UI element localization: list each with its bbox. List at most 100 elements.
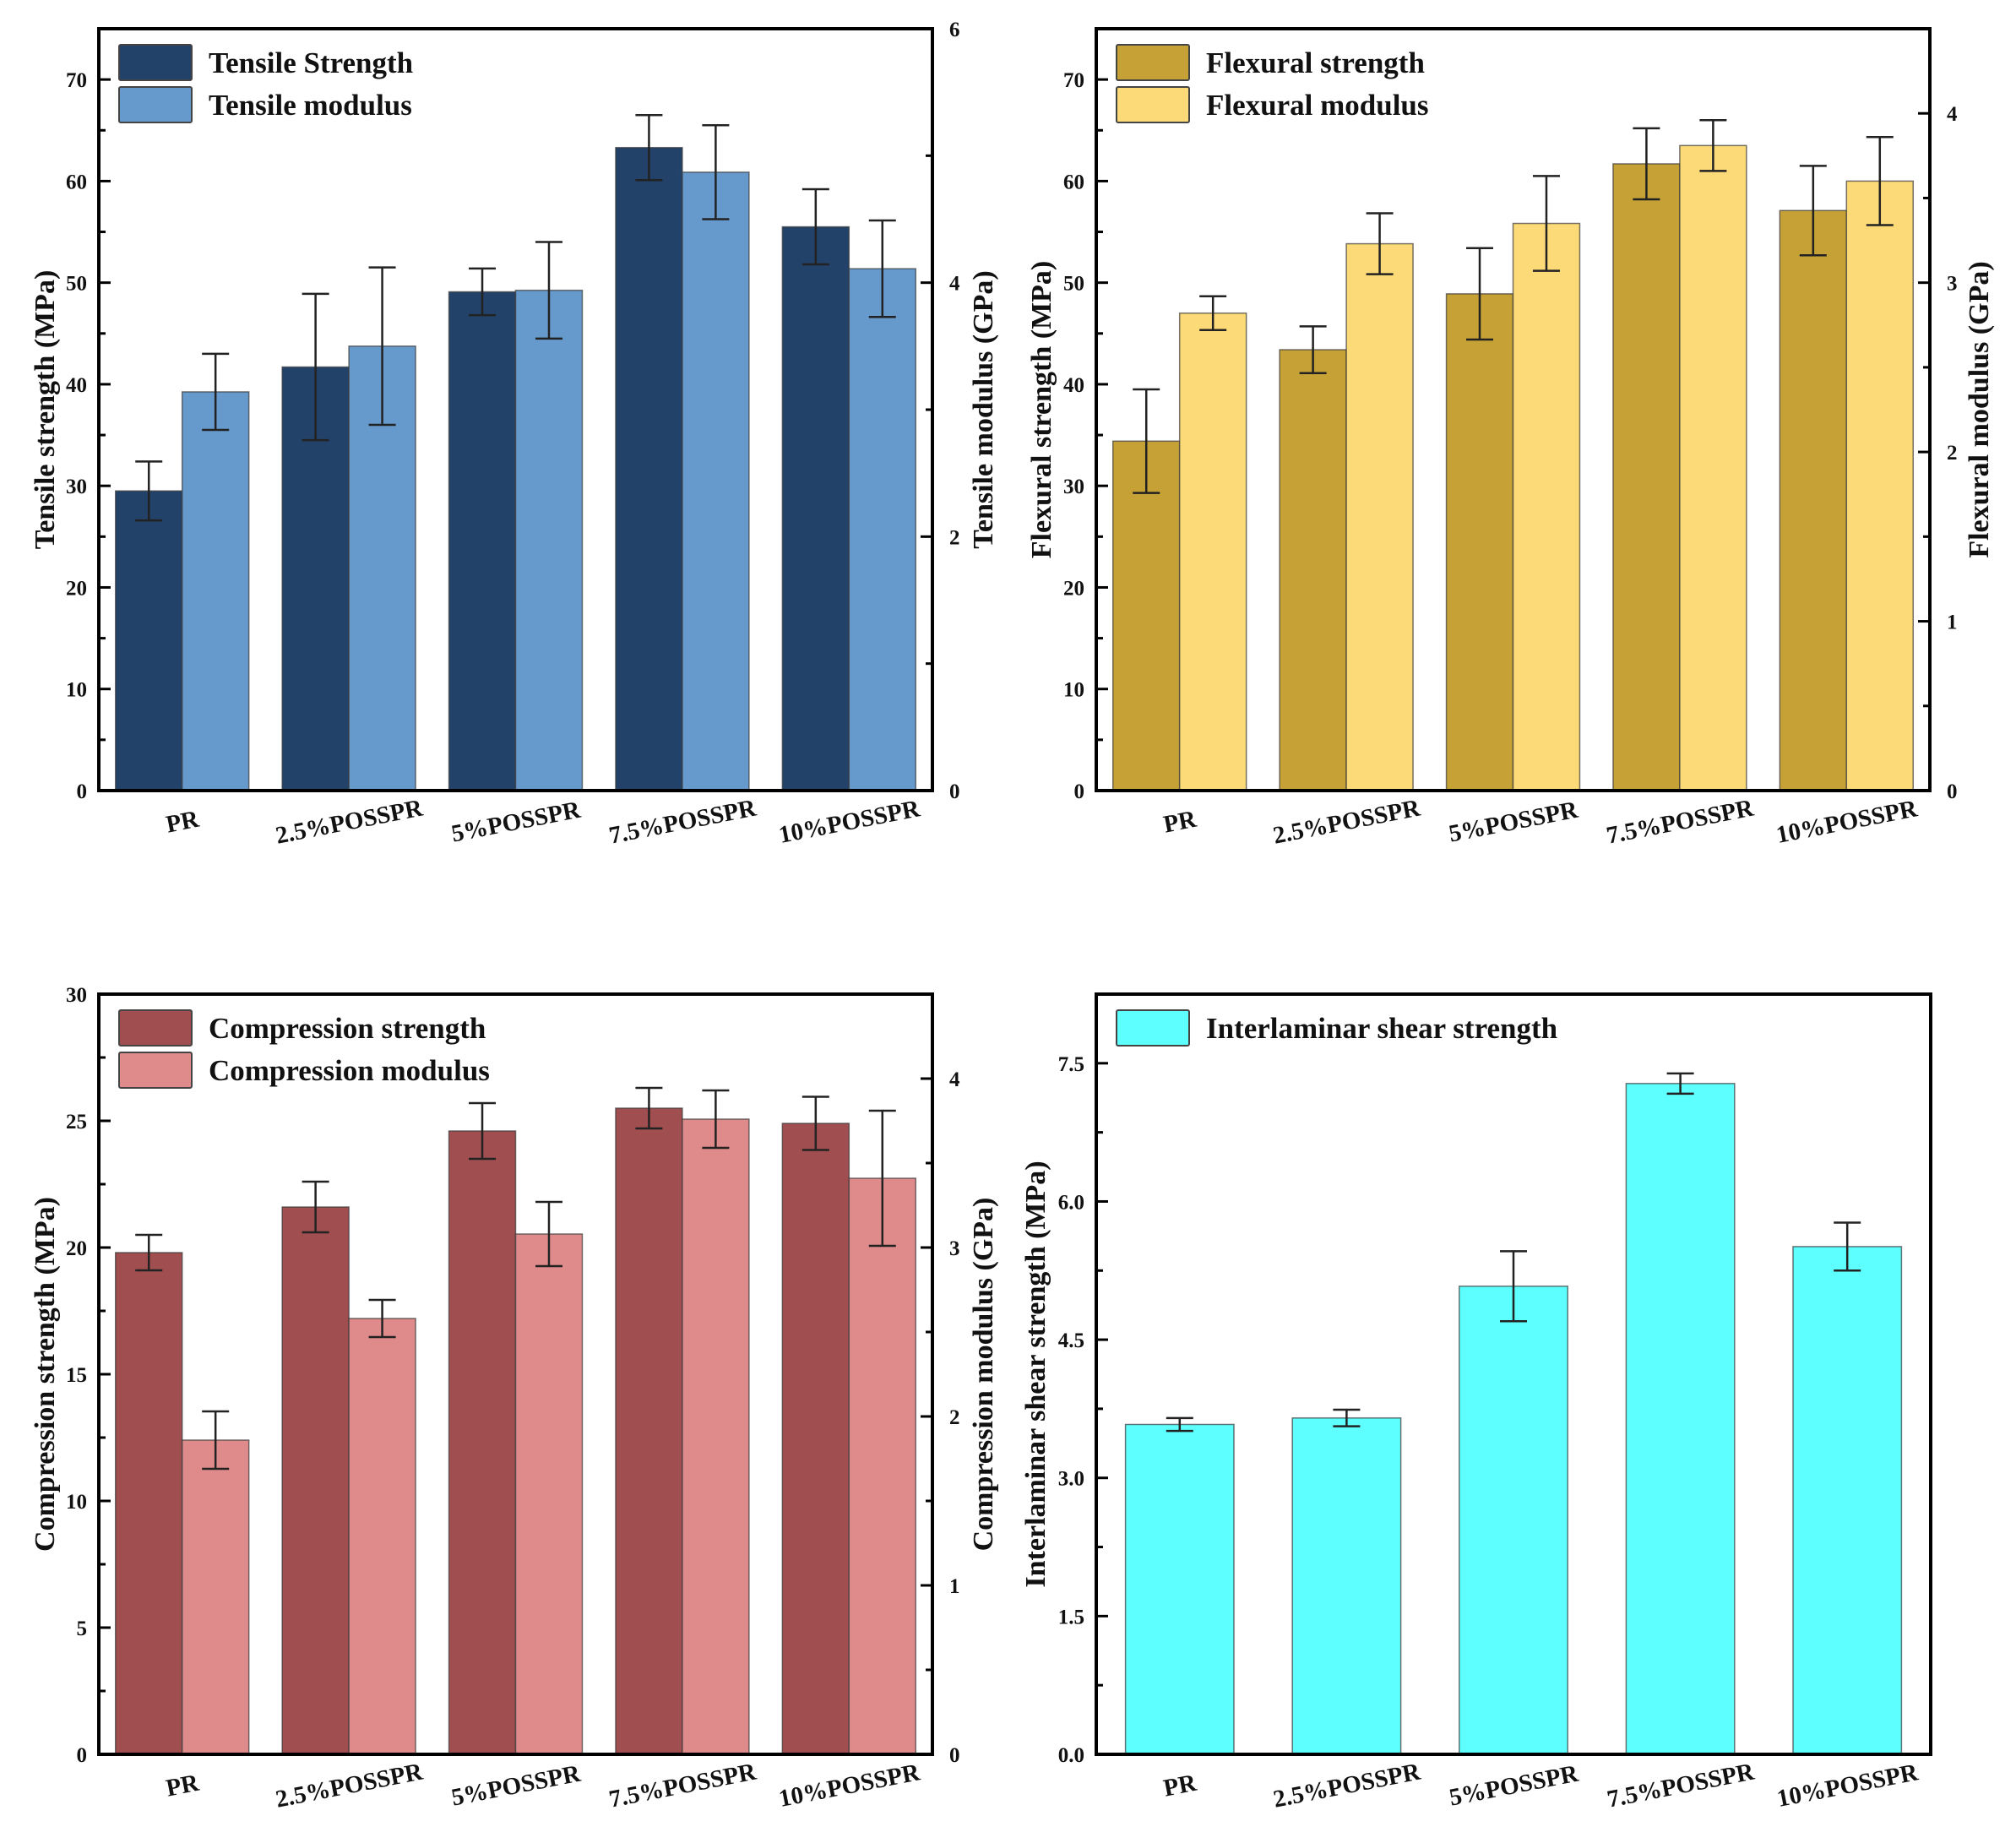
y-tick-label: 10 [66, 1491, 87, 1514]
bar [1512, 222, 1581, 791]
y-tick-label: 50 [66, 273, 87, 296]
y-tick-label: 60 [66, 171, 87, 193]
y-axis-right-title: Tensile modulus (GPa) [968, 270, 999, 548]
bar [682, 1118, 750, 1755]
series-flexural-modulus [1178, 118, 1915, 791]
y-tick-label: 1.5 [1058, 1606, 1084, 1628]
legend-item: Compression modulus [118, 1052, 490, 1089]
chart-panel-bottom-left: 0 5 10 15 20 25 30 0 1 2 3 4 Compression modulus (GP… [30, 984, 999, 1813]
y-right-tick-label: 1 [1947, 612, 1958, 634]
bar [615, 1107, 683, 1755]
legend-label: Compression modulus [209, 1054, 490, 1087]
y-tick-label: 70 [1063, 69, 1084, 92]
y-right-tick-label: 4 [1947, 103, 1958, 126]
legend-item: Compression strength [118, 1009, 486, 1047]
bar [1679, 144, 1747, 791]
legend-item: Tensile modulus [118, 86, 412, 123]
bar [848, 1177, 917, 1755]
series-tensile-modulus [181, 124, 917, 791]
y-tick-label: 20 [1063, 577, 1084, 600]
bar [114, 1252, 183, 1755]
y-right-tick-label: 1 [949, 1575, 960, 1598]
y-tick-label: 5 [77, 1617, 88, 1640]
legend-item: Tensile Strength [118, 44, 413, 81]
y-tick-label: 4.5 [1058, 1329, 1084, 1352]
bar [281, 1206, 350, 1755]
bar [448, 291, 517, 791]
y-axis-right-title: Flexural modulus (GPa) [1964, 261, 1995, 557]
y-tick-label: 7.5 [1058, 1053, 1084, 1076]
bar [1612, 163, 1681, 791]
plot-frame [1095, 992, 1932, 1756]
x-tick-label: 5%POSSPR [449, 796, 584, 848]
x-tick-label: 2.5%POSSPR [274, 1758, 426, 1813]
bar [514, 289, 584, 791]
y-right-tick-label: 4 [949, 1068, 960, 1091]
legend-label: Compression strength [209, 1012, 486, 1045]
y-right-tick-label: 2 [949, 1406, 960, 1429]
chart-panel-top-left: 0 10 20 30 40 50 60 70 0 2 4 6 Tensile modulus (GPa)… [30, 19, 999, 850]
legend: Interlaminar shear strength [1116, 1009, 1557, 1047]
y-right-tick-label: 6 [949, 19, 960, 41]
y-right-tick-label: 3 [1947, 273, 1958, 296]
legend: Compression strength Compression modulus [118, 1009, 490, 1089]
y-tick-label: 0 [77, 780, 88, 803]
legend: Flexural strength Flexural modulus [1116, 44, 1429, 123]
y-tick-label: 30 [66, 476, 87, 498]
legend-label: Flexural strength [1206, 46, 1425, 79]
y-tick-label: 0.0 [1058, 1744, 1084, 1767]
chart-panel-top-right: 0 10 20 30 40 50 60 70 0 1 2 3 4 Flexural modulus (GP… [1026, 27, 1995, 850]
y-tick-label: 0 [77, 1744, 88, 1767]
y-axis-title: Tensile strength (MPa) [30, 270, 61, 550]
bar [1779, 209, 1848, 791]
bar [1445, 293, 1514, 791]
legend-swatch [118, 86, 193, 123]
bar [1124, 1423, 1235, 1755]
legend-label: Interlaminar shear strength [1206, 1012, 1557, 1045]
bar [1345, 242, 1414, 791]
bar [1178, 312, 1247, 791]
x-tick-label: 5%POSSPR [1447, 1760, 1581, 1812]
bar [181, 1439, 250, 1755]
legend-swatch [1116, 1009, 1190, 1047]
plot-frame [1095, 27, 1932, 792]
legend-label: Flexural modulus [1206, 89, 1429, 122]
y-right-tick-label: 0 [949, 1744, 960, 1767]
legend-item: Flexural modulus [1116, 86, 1429, 123]
y-right-tick-label: 2 [1947, 442, 1958, 465]
chart-panel-bottom-right: 0.0 1.5 3.0 4.5 6.0 7.5 Interlaminar shear str… [1020, 992, 1932, 1813]
legend: Tensile Strength Tensile modulus [118, 44, 413, 123]
y-axis-title: Interlaminar shear strength (MPa) [1020, 1161, 1051, 1587]
bar [1291, 1417, 1402, 1755]
legend-label: Tensile Strength [209, 46, 413, 79]
y-tick-label: 30 [66, 984, 87, 1007]
y-axis-right-title: Compression modulus (GPa) [968, 1198, 999, 1552]
x-tick-label: PR [164, 1770, 202, 1802]
bar [781, 226, 850, 791]
x-tick-label: 7.5%POSSPR [1605, 1758, 1757, 1813]
x-tick-label: 5%POSSPR [1447, 796, 1581, 848]
x-tick-label: 10%POSSPR [776, 1759, 922, 1813]
y-tick-label: 60 [1063, 171, 1084, 193]
y-tick-label: 20 [66, 577, 87, 600]
y-right-tick-label: 3 [949, 1237, 960, 1260]
x-tick-label: 7.5%POSSPR [607, 794, 759, 849]
y-tick-label: 40 [1063, 374, 1084, 397]
legend-item: Interlaminar shear strength [1116, 1009, 1557, 1047]
legend-swatch [1116, 86, 1190, 123]
y-tick-label: 10 [1063, 679, 1084, 702]
bar [514, 1233, 584, 1755]
y-tick-label: 20 [66, 1237, 87, 1260]
y-tick-label: 3.0 [1058, 1468, 1084, 1491]
y-tick-label: 70 [66, 69, 87, 92]
bar [1279, 349, 1347, 791]
y-axis-title: Compression strength (MPa) [30, 1197, 61, 1552]
y-right-tick-label: 4 [949, 273, 960, 296]
y-tick-label: 30 [1063, 476, 1084, 498]
bar [1111, 440, 1181, 791]
bar [1459, 1286, 1568, 1755]
y-right-tick-label: 0 [949, 780, 960, 803]
bar [682, 171, 750, 791]
legend-label: Tensile modulus [209, 89, 412, 122]
